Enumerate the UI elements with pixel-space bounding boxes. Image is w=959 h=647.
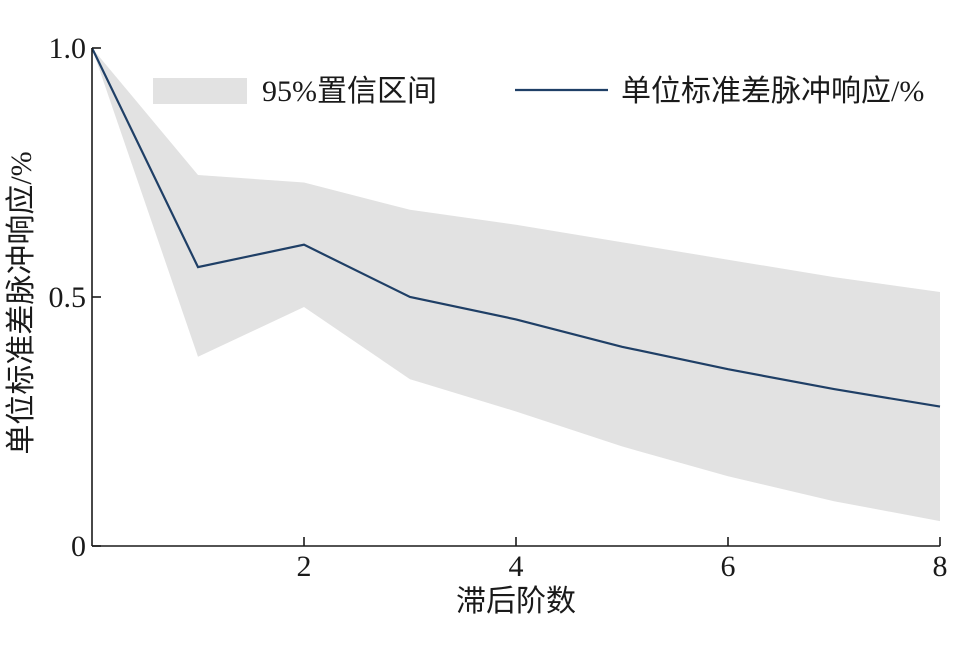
x-tick-label: 8 — [933, 550, 948, 583]
x-tick-label: 6 — [721, 550, 736, 583]
y-tick-label: 1.0 — [49, 32, 87, 65]
y-tick-label: 0 — [71, 530, 86, 563]
series-line — [91, 47, 941, 408]
y-axis-ticks: 0 0.5 1.0 — [49, 32, 101, 563]
legend-band-label: 95%置信区间 — [262, 75, 437, 108]
x-tick-label: 2 — [297, 550, 312, 583]
x-axis-ticks: 2 4 6 8 — [297, 537, 948, 583]
x-axis-title: 滞后阶数 — [456, 585, 576, 618]
y-axis-title: 单位标准差脉冲响应/% — [5, 151, 38, 454]
x-tick-label: 4 — [509, 550, 524, 583]
legend-band-swatch — [153, 78, 247, 104]
confidence-band — [92, 48, 940, 522]
legend: 95%置信区间 单位标准差脉冲响应/% — [153, 75, 924, 108]
legend-line-label: 单位标准差脉冲响应/% — [621, 75, 924, 108]
y-tick-label: 0.5 — [49, 281, 87, 314]
